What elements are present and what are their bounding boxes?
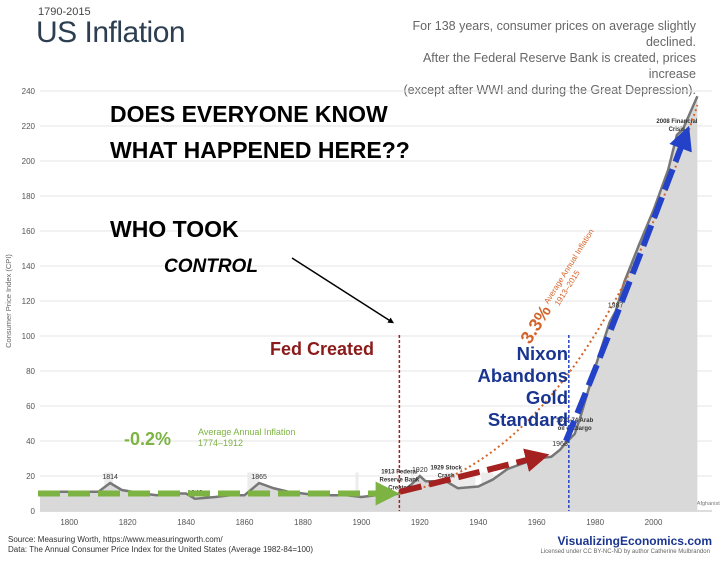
y-tick-label: 60 bbox=[26, 402, 35, 411]
y-axis-label: Consumer Price Index (CPI) bbox=[4, 254, 13, 348]
headline-who-took: WHO TOOK bbox=[110, 216, 239, 242]
x-tick-label: 1900 bbox=[352, 518, 370, 527]
y-tick-label: 120 bbox=[22, 297, 36, 306]
y-tick-label: 240 bbox=[22, 87, 36, 96]
headline-control: CONTROL bbox=[164, 256, 258, 277]
pointer-arrow bbox=[291, 257, 395, 324]
red-dashed-arrow bbox=[399, 448, 550, 495]
y-tick-label: 100 bbox=[22, 332, 36, 341]
license-note: Licensed under CC BY-NC-ND by author Cat… bbox=[540, 549, 710, 555]
headline-question: DOES EVERYONE KNOW WHAT HAPPENED HERE?? bbox=[110, 96, 410, 168]
subtitle-line-1: For 138 years, consumer prices on averag… bbox=[412, 19, 696, 49]
y-tick-label: 200 bbox=[22, 157, 36, 166]
headline-line-2: WHAT HAPPENED HERE?? bbox=[110, 137, 410, 163]
nixon-line-4: Standard bbox=[487, 409, 568, 430]
x-tick-label: 1940 bbox=[469, 518, 487, 527]
nixon-line-2: Abandons bbox=[477, 365, 568, 386]
y-tick-label: 140 bbox=[22, 262, 36, 271]
subtitle-line-3: (except after WWI and during the Great D… bbox=[403, 83, 697, 97]
x-tick-label: 1880 bbox=[294, 518, 312, 527]
y-tick-label: 40 bbox=[26, 437, 35, 446]
y-tick-label: 80 bbox=[26, 367, 35, 376]
annotation-label: 1973-74 Arab bbox=[556, 418, 593, 424]
y-tick-label: 220 bbox=[22, 122, 36, 131]
nixon-label: Nixon Abandons Gold Standard bbox=[458, 343, 568, 431]
annotation-label: 1987 bbox=[608, 303, 624, 310]
x-tick-label: 2000 bbox=[645, 518, 663, 527]
blue-dashed-arrow bbox=[563, 125, 692, 443]
x-tick-label: 1860 bbox=[236, 518, 254, 527]
annotation-label: 1929 Stock bbox=[430, 465, 462, 471]
pre-1913-rate-years: 1774–1912 bbox=[198, 438, 243, 448]
x-tick-label: 1840 bbox=[177, 518, 195, 527]
headline-line-1: DOES EVERYONE KNOW bbox=[110, 101, 388, 127]
x-tick-label: 1820 bbox=[119, 518, 137, 527]
x-tick-label: 1960 bbox=[528, 518, 546, 527]
pre-1913-rate: -0.2% bbox=[124, 429, 171, 449]
annotation-label: Crisis bbox=[669, 127, 686, 133]
annotation-label: 1920 bbox=[412, 467, 428, 474]
annotation-label: 1865 bbox=[251, 474, 267, 481]
annotation-label: Crash bbox=[438, 473, 455, 479]
year-range: 1790-2015 bbox=[38, 6, 91, 18]
data-line: Data: The Annual Consumer Price Index fo… bbox=[8, 545, 313, 554]
post-1913-rate: 3.3% bbox=[516, 302, 555, 347]
nixon-line-3: Gold bbox=[525, 387, 568, 408]
x-tick-label: 1800 bbox=[60, 518, 78, 527]
subtitle-line-2: After the Federal Reserve Bank is create… bbox=[422, 51, 696, 81]
brand-link[interactable]: VisualizingEconomics.com bbox=[557, 534, 713, 548]
pre-1913-rate-label: Average Annual Inflation bbox=[198, 427, 295, 437]
cpi-area bbox=[40, 96, 698, 511]
annotation-label: oil embargo bbox=[558, 426, 592, 432]
annotation-label: 2008 Financial bbox=[656, 119, 697, 125]
x-tick-label: 1980 bbox=[586, 518, 604, 527]
fed-created-label: Fed Created bbox=[270, 339, 375, 359]
annotation-label: 1814 bbox=[102, 474, 118, 481]
y-tick-label: 20 bbox=[26, 472, 35, 481]
x-tick-label: 1920 bbox=[411, 518, 429, 527]
chart-subtitle: For 138 years, consumer prices on averag… bbox=[376, 18, 697, 98]
chart-title: US Inflation bbox=[36, 16, 186, 49]
nixon-line-1: Nixon bbox=[516, 343, 568, 364]
y-tick-label: 160 bbox=[22, 227, 36, 236]
annotation-label: 1968 bbox=[552, 441, 568, 448]
y-tick-label: 180 bbox=[22, 192, 36, 201]
y-tick-label: 0 bbox=[31, 507, 36, 516]
source-line: Source: Measuring Worth, https://www.mea… bbox=[8, 535, 223, 544]
source-note: Source: Measuring Worth, https://www.mea… bbox=[8, 535, 313, 555]
